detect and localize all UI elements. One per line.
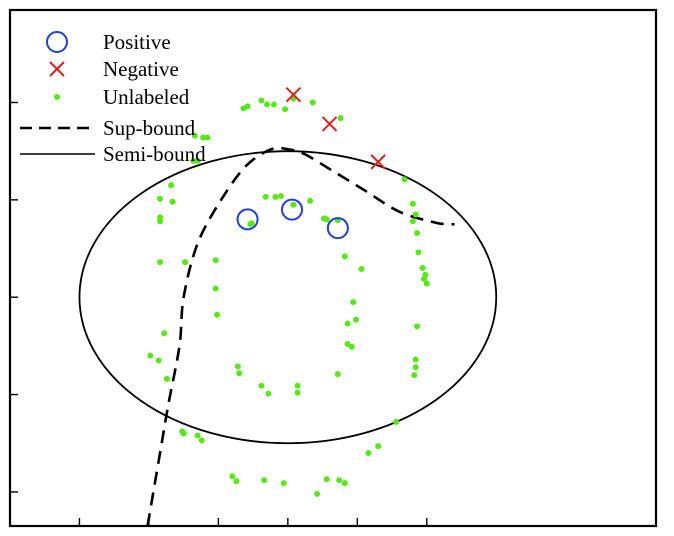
unlabeled-point [409, 218, 416, 225]
legend-positive-marker [46, 31, 68, 53]
unlabeled-point [265, 390, 272, 397]
positive-point [281, 198, 304, 221]
unlabeled-point [264, 101, 271, 108]
unlabeled-point [169, 198, 176, 205]
unlabeled-point [161, 330, 168, 337]
unlabeled-point [282, 106, 289, 113]
unlabeled-point [157, 259, 164, 266]
unlabeled-point [307, 197, 314, 204]
unlabeled-point [375, 443, 382, 450]
unlabeled-point [163, 375, 170, 382]
unlabeled-point [204, 134, 211, 141]
unlabeled-point [168, 182, 175, 189]
unlabeled-point [294, 389, 301, 396]
unlabeled-point [401, 176, 408, 183]
unlabeled-point [348, 343, 355, 350]
unlabeled-point [412, 356, 419, 363]
unlabeled-point [194, 157, 201, 164]
plot-frame [8, 8, 658, 528]
unlabeled-point [212, 257, 219, 264]
unlabeled-point [147, 352, 154, 359]
unlabeled-point [352, 316, 359, 323]
unlabeled-point [157, 218, 164, 225]
x-axis-ticks [78, 518, 428, 526]
data-markers [147, 86, 430, 497]
unlabeled-point [272, 193, 279, 200]
unlabeled-point [280, 480, 287, 487]
unlabeled-point [233, 478, 240, 485]
y-axis-ticks [10, 101, 18, 493]
boundary-lines [78, 146, 498, 527]
unlabeled-point [411, 372, 418, 379]
unlabeled-point [180, 430, 187, 437]
unlabeled-point [414, 229, 421, 236]
legend-negative-marker [49, 61, 65, 77]
legend-semi-bound-label: Semi-bound [103, 142, 206, 166]
unlabeled-point [350, 299, 357, 306]
unlabeled-point [270, 101, 277, 108]
unlabeled-point [344, 320, 351, 327]
unlabeled-point [393, 418, 400, 425]
unlabeled-point [294, 382, 301, 389]
unlabeled-point [244, 103, 251, 110]
legend-unlabeled-marker [54, 94, 60, 100]
unlabeled-point [334, 371, 341, 378]
unlabeled-point [323, 476, 330, 483]
unlabeled-point [212, 285, 219, 292]
unlabeled-point [213, 311, 220, 318]
unlabeled-point [258, 382, 265, 389]
legend-negative-label: Negative [103, 57, 179, 81]
unlabeled-point [194, 432, 201, 439]
unlabeled-point [409, 200, 416, 207]
unlabeled-point [157, 195, 164, 202]
legend: Positive Negative Unlabeled Sup-bound Se… [20, 30, 206, 166]
unlabeled-point [190, 157, 197, 164]
unlabeled-point [309, 99, 316, 106]
positive-point [326, 217, 349, 240]
unlabeled-point [261, 477, 268, 484]
unlabeled-point [422, 271, 429, 278]
unlabeled-point [341, 253, 348, 260]
unlabeled-point [229, 473, 236, 480]
semi-bound-curve [78, 150, 498, 445]
unlabeled-point [341, 480, 348, 487]
unlabeled-point [358, 265, 365, 272]
unlabeled-point [419, 265, 426, 271]
unlabeled-point [415, 249, 422, 256]
unlabeled-point [423, 280, 430, 287]
positive-point [236, 208, 259, 231]
unlabeled-point [198, 437, 205, 444]
unlabeled-point [191, 132, 198, 139]
unlabeled-point [412, 211, 419, 218]
unlabeled-point [258, 97, 265, 104]
unlabeled-point [412, 364, 419, 371]
unlabeled-point [234, 363, 241, 370]
sup-bound-curve [146, 146, 455, 527]
unlabeled-point [262, 193, 269, 200]
negative-point [370, 154, 386, 170]
legend-unlabeled-label: Unlabeled [103, 85, 190, 109]
unlabeled-point [290, 201, 297, 208]
unlabeled-point [314, 490, 321, 497]
unlabeled-point [414, 323, 421, 330]
legend-positive-label: Positive [103, 30, 171, 54]
unlabeled-point [344, 340, 351, 347]
legend-sup-bound-label: Sup-bound [103, 116, 196, 140]
unlabeled-point [182, 259, 189, 266]
unlabeled-point [236, 370, 243, 377]
unlabeled-point [337, 115, 344, 122]
unlabeled-point [277, 192, 284, 199]
unlabeled-point [336, 477, 343, 484]
unlabeled-point [200, 134, 207, 141]
unlabeled-point [155, 357, 162, 364]
negative-point [285, 86, 302, 103]
negative-point [321, 116, 338, 132]
unlabeled-point [247, 221, 254, 228]
unlabeled-point [365, 449, 372, 456]
unlabeled-point [323, 216, 330, 223]
